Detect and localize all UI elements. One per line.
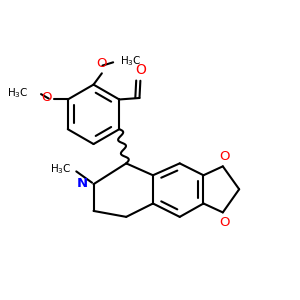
Text: O: O xyxy=(219,216,230,229)
Text: O: O xyxy=(97,57,107,70)
Text: O: O xyxy=(41,92,52,104)
Text: O: O xyxy=(219,150,230,163)
Text: O: O xyxy=(135,63,146,76)
Text: H$_3$C: H$_3$C xyxy=(7,86,29,100)
Text: H$_3$C: H$_3$C xyxy=(120,54,142,68)
Text: H$_3$C: H$_3$C xyxy=(50,162,72,176)
Text: N: N xyxy=(77,177,88,190)
